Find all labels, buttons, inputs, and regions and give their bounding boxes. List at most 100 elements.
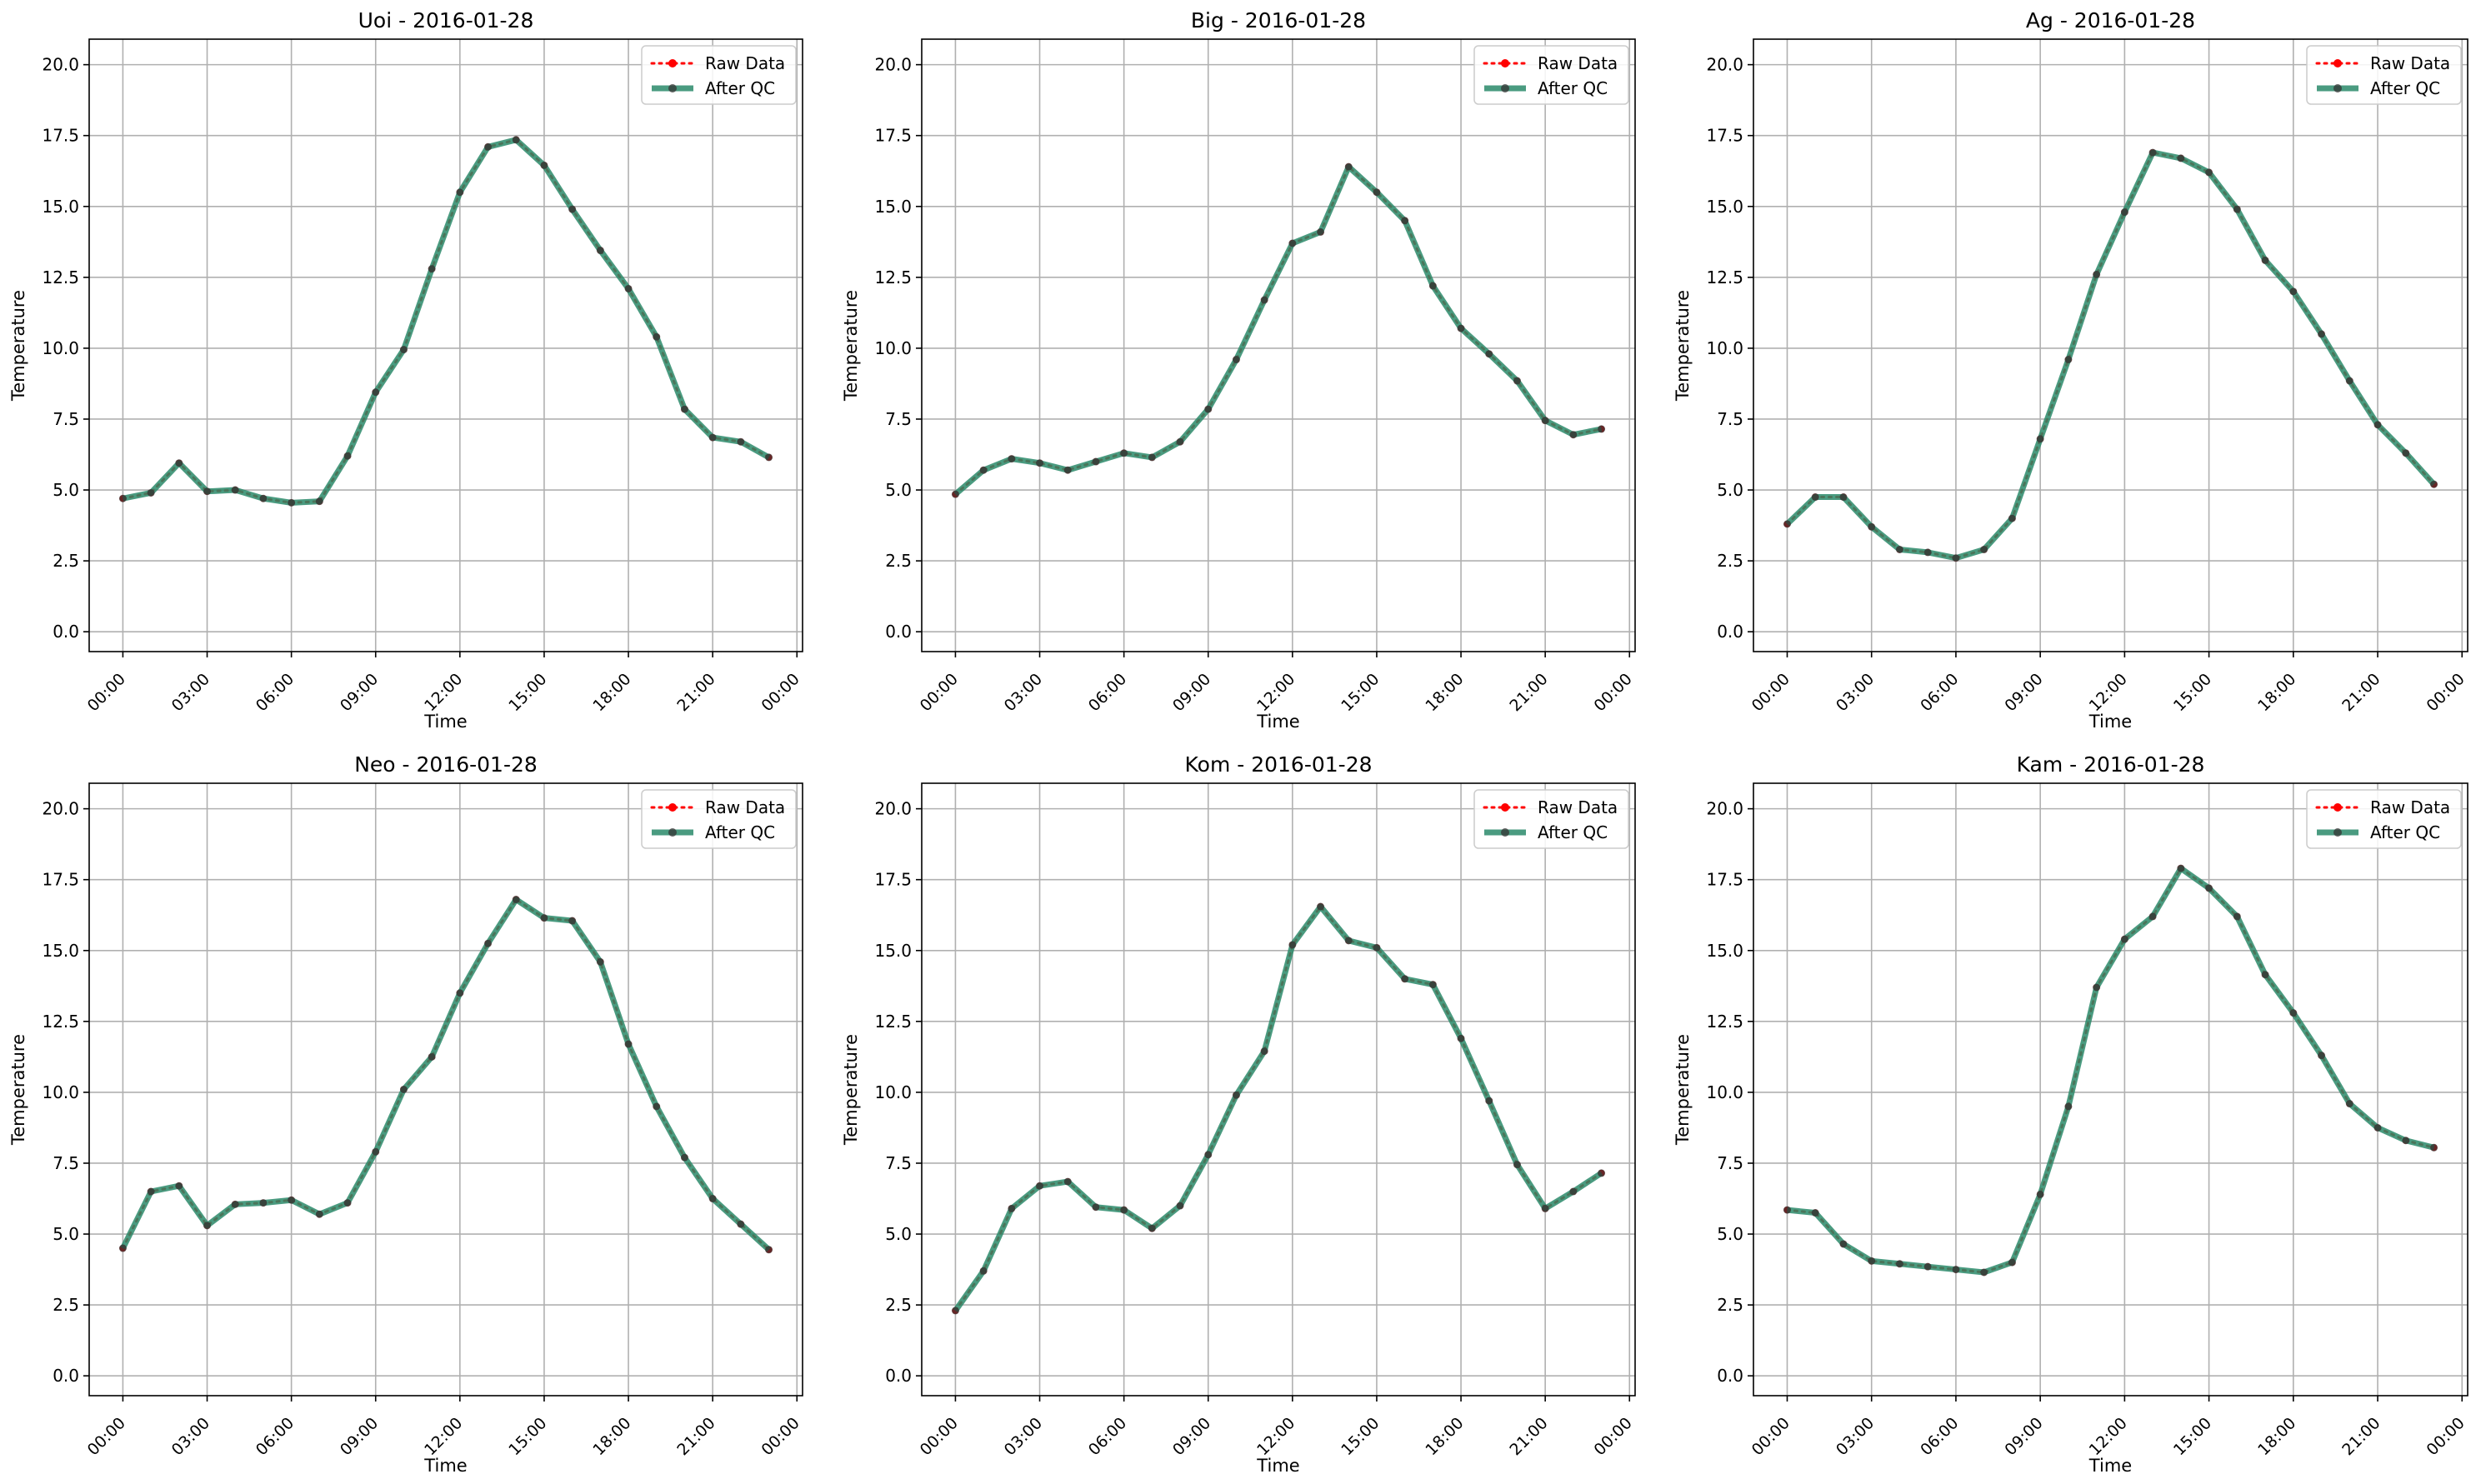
after-qc-point bbox=[1811, 1209, 1819, 1217]
after-qc-point bbox=[1120, 1206, 1128, 1214]
y-axis-label: Temperature bbox=[841, 1034, 861, 1146]
raw-data-line bbox=[953, 904, 1603, 1312]
y-tick-label: 0.0 bbox=[1717, 622, 1743, 642]
y-tick-label: 0.0 bbox=[53, 622, 79, 642]
y-tick-label: 20.0 bbox=[874, 55, 912, 75]
legend-qc-marker bbox=[1501, 84, 1509, 92]
after-qc-point bbox=[1008, 1204, 1016, 1212]
x-tick-label: 00:00 bbox=[758, 670, 803, 715]
x-tick-label: 03:00 bbox=[168, 670, 213, 715]
chart-title: Big - 2016-01-28 bbox=[1191, 8, 1366, 32]
legend-raw-label: Raw Data bbox=[705, 53, 785, 73]
after-qc-point bbox=[1401, 975, 1409, 983]
legend: Raw Data After QC bbox=[2306, 45, 2462, 105]
after-qc-point bbox=[2205, 884, 2213, 892]
x-tick-label: 09:00 bbox=[2001, 1414, 2046, 1459]
x-tick-label: 06:00 bbox=[1917, 1414, 1962, 1459]
after-qc-point bbox=[1569, 1187, 1578, 1196]
after-qc-point bbox=[428, 1052, 436, 1061]
chart-panel-4: 00:00 03:00 06:00 09:00 12:00 15:00 18:00 21:00… bbox=[8, 752, 803, 1476]
after-qc-point bbox=[147, 1187, 155, 1196]
after-qc-point bbox=[2008, 1258, 2016, 1267]
x-tick-label: 00:00 bbox=[84, 1414, 129, 1459]
y-tick-label: 12.5 bbox=[42, 267, 79, 287]
after-qc-point bbox=[1428, 981, 1437, 989]
x-tick-label: 15:00 bbox=[1338, 670, 1383, 715]
y-tick-label: 2.5 bbox=[885, 1295, 912, 1315]
y-tick-label: 12.5 bbox=[1706, 267, 1743, 287]
after-qc-point bbox=[1598, 1169, 1606, 1177]
x-tick-label: 09:00 bbox=[1169, 670, 1214, 715]
after-qc-line bbox=[1787, 865, 2435, 1276]
after-qc-point bbox=[2036, 435, 2044, 443]
after-qc-point bbox=[428, 265, 436, 273]
after-qc-point bbox=[1895, 1260, 1903, 1268]
y-tick-label: 10.0 bbox=[874, 1082, 912, 1102]
after-qc-point bbox=[512, 136, 520, 144]
after-qc-point bbox=[484, 142, 493, 151]
legend-raw-marker bbox=[2333, 803, 2342, 812]
y-tick-label: 15.0 bbox=[1706, 197, 1743, 217]
x-tick-label: 21:00 bbox=[1506, 670, 1551, 715]
after-qc-point bbox=[1485, 1097, 1493, 1105]
y-tick-label: 2.5 bbox=[885, 551, 912, 571]
after-qc-point bbox=[315, 497, 323, 506]
legend-qc-marker bbox=[2333, 828, 2342, 837]
y-tick-label: 2.5 bbox=[53, 551, 79, 571]
y-tick-label: 7.5 bbox=[53, 1153, 79, 1173]
x-tick-label: 12:00 bbox=[2086, 670, 2131, 715]
after-qc-point bbox=[118, 1244, 127, 1252]
y-tick-label: 7.5 bbox=[1717, 409, 1743, 429]
after-qc-point bbox=[568, 205, 577, 213]
after-qc-point bbox=[2318, 330, 2326, 338]
x-tick-label: 09:00 bbox=[2001, 670, 2046, 715]
after-qc-point bbox=[951, 1307, 959, 1315]
after-qc-point bbox=[765, 1246, 773, 1254]
x-tick-label: 09:00 bbox=[1169, 1414, 1214, 1459]
after-qc-point bbox=[2373, 421, 2382, 429]
x-tick-label: 03:00 bbox=[1001, 670, 1046, 715]
axes-frame bbox=[921, 38, 1636, 652]
legend: Raw Data After QC bbox=[1473, 789, 1629, 849]
y-tick-label: 17.5 bbox=[1706, 126, 1743, 146]
after-qc-point bbox=[1839, 493, 1848, 502]
after-qc-point bbox=[1373, 943, 1381, 952]
after-qc-point bbox=[951, 490, 959, 498]
after-qc-point bbox=[175, 1182, 183, 1190]
x-tick-label: 18:00 bbox=[589, 1414, 634, 1459]
after-qc-point bbox=[1839, 1240, 1848, 1248]
after-qc-point bbox=[1317, 902, 1325, 911]
x-tick-label: 21:00 bbox=[2338, 1414, 2383, 1459]
after-qc-point bbox=[2373, 1123, 2382, 1132]
after-qc-point bbox=[2261, 256, 2269, 264]
after-qc-point bbox=[1148, 1224, 1156, 1232]
chart-panel-3: 00:00 03:00 06:00 09:00 12:00 15:00 18:00 21:00… bbox=[1673, 8, 2468, 732]
legend-raw-marker bbox=[2333, 59, 2342, 67]
legend-raw-label: Raw Data bbox=[1538, 797, 1618, 817]
after-qc-point bbox=[1513, 377, 1521, 385]
after-qc-point bbox=[343, 1199, 352, 1207]
y-tick-label: 15.0 bbox=[1706, 941, 1743, 961]
after-qc-point bbox=[1344, 937, 1353, 945]
chart-panel-6: 00:00 03:00 06:00 09:00 12:00 15:00 18:00 21:00… bbox=[1673, 752, 2468, 1476]
after-qc-point bbox=[540, 161, 548, 169]
x-tick-label: 00:00 bbox=[917, 670, 962, 715]
after-qc-point bbox=[484, 939, 493, 947]
y-tick-label: 20.0 bbox=[42, 799, 79, 819]
chart-title: Uoi - 2016-01-28 bbox=[358, 8, 534, 32]
after-qc-point bbox=[1063, 1177, 1072, 1186]
x-tick-label: 15:00 bbox=[505, 1414, 550, 1459]
y-tick-label: 10.0 bbox=[874, 338, 912, 358]
after-qc-point bbox=[624, 1040, 633, 1048]
y-tick-label: 17.5 bbox=[874, 870, 912, 890]
after-qc-point bbox=[2345, 1100, 2353, 1108]
after-qc-point bbox=[1541, 1204, 1549, 1212]
after-qc-point bbox=[1092, 457, 1100, 466]
x-tick-label: 00:00 bbox=[84, 670, 129, 715]
x-axis-label: Time bbox=[1256, 712, 1299, 732]
x-tick-label: 21:00 bbox=[673, 670, 718, 715]
after-qc-point bbox=[1232, 356, 1240, 364]
legend: Raw Data After QC bbox=[641, 45, 797, 105]
x-tick-label: 12:00 bbox=[2086, 1414, 2131, 1459]
